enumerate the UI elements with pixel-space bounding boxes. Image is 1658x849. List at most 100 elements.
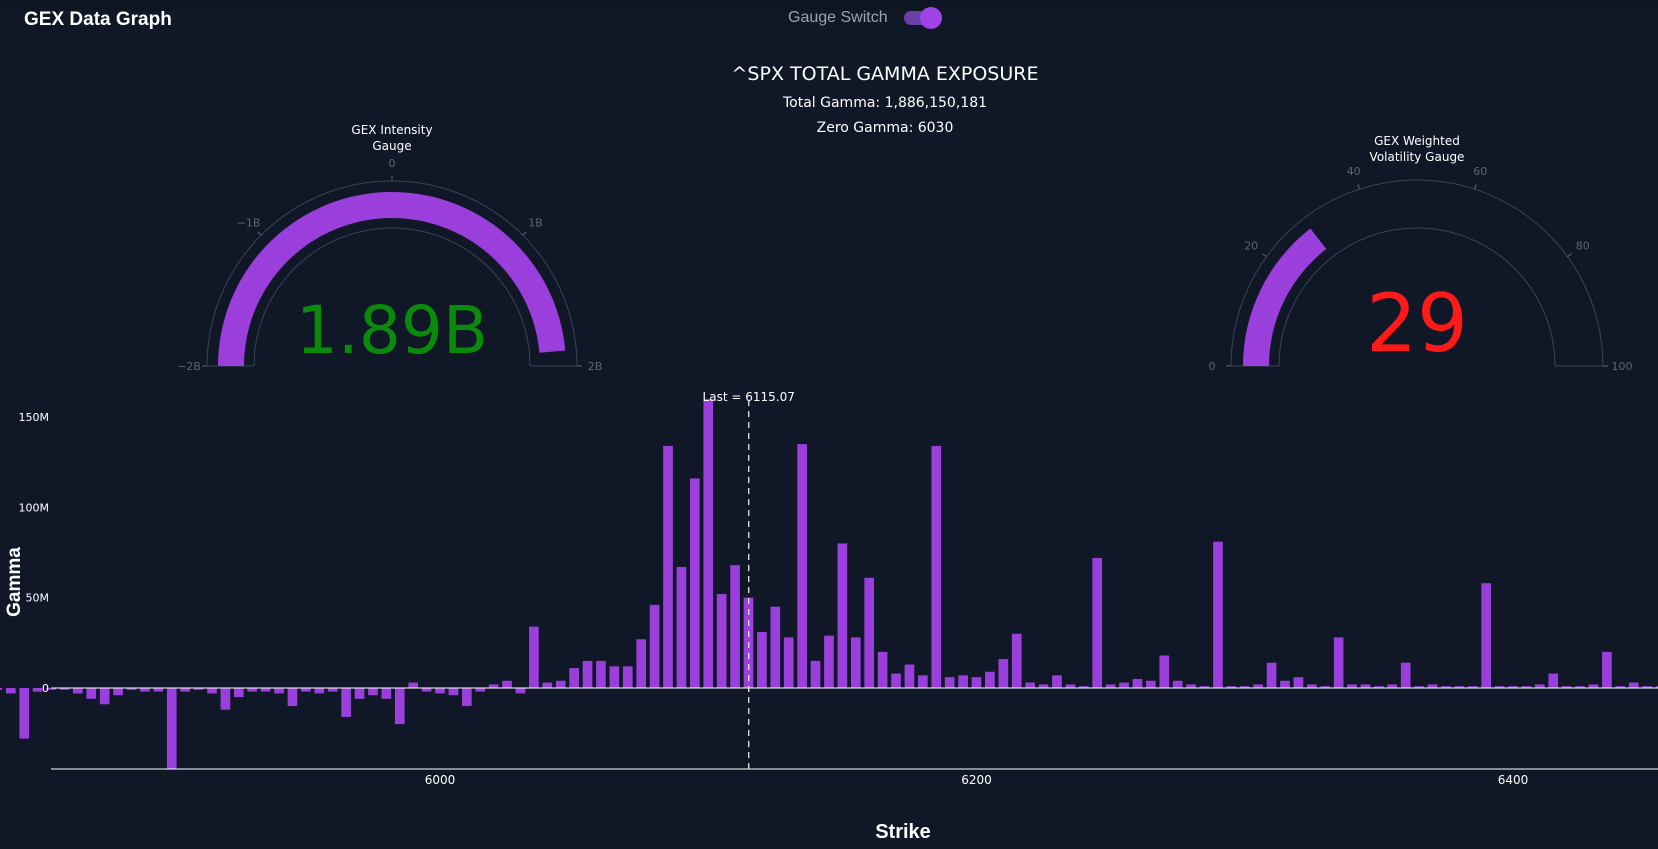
gamma-bar (569, 668, 579, 688)
gamma-bar (1414, 686, 1424, 688)
gamma-bar (971, 677, 982, 688)
gamma-bar (810, 660, 821, 688)
gamma-bar (1628, 682, 1639, 688)
gamma-bar (1548, 673, 1559, 688)
gamma-bar (1535, 684, 1545, 688)
gauge-value-bar (1243, 228, 1327, 366)
gauge-tick-label: 1B (528, 217, 543, 230)
gamma-bar (837, 543, 848, 688)
gauge-value: 1.89B (296, 292, 488, 369)
gamma-bar (1441, 686, 1451, 688)
gamma-bar (864, 577, 875, 688)
gamma-bar (1213, 541, 1223, 688)
gamma-bar (73, 688, 83, 694)
gamma-bar (327, 688, 338, 692)
total-gamma-text: Total Gamma: 1,886,150,181 (782, 95, 987, 111)
gamma-bar (1400, 662, 1411, 688)
zero-gamma-text: Zero Gamma: 6030 (817, 120, 954, 136)
app-title: GEX Data Graph (24, 9, 172, 30)
gamma-bar (233, 688, 244, 698)
gamma-bar (998, 659, 1009, 688)
gamma-bar (555, 680, 566, 688)
gamma-bar (274, 688, 284, 694)
gamma-bar (944, 677, 955, 688)
gauge-switch-toggle[interactable] (903, 7, 942, 29)
gauge-value: 29 (1366, 277, 1468, 370)
gamma-bar (649, 604, 660, 688)
gamma-bar (622, 666, 633, 688)
gamma-bar (877, 651, 888, 688)
gamma-bar (475, 688, 486, 692)
gamma-bar (448, 688, 459, 696)
gamma-bar (341, 688, 351, 717)
gamma-bar (207, 688, 217, 694)
gamma-bar (1065, 684, 1076, 688)
gamma-bar (703, 398, 714, 688)
y-axis-title: Gamma (4, 547, 25, 617)
gamma-bar (931, 445, 942, 688)
gauge-tick-label: −1B (237, 217, 261, 230)
gamma-bar (850, 637, 861, 688)
gamma-bar (5, 688, 16, 694)
gamma-bar (0, 688, 3, 690)
gamma-bar (918, 675, 928, 688)
top-bar (0, 0, 1658, 10)
gauge-inner-arc (253, 227, 531, 367)
gamma-bar (193, 688, 204, 690)
gamma-bar (394, 688, 405, 725)
gauge-tick (1474, 184, 1477, 190)
x-tick-label: 6400 (1498, 773, 1529, 787)
gamma-bar (99, 688, 110, 705)
y-tick-label: 100M (19, 501, 50, 514)
gauge-tick (522, 231, 527, 236)
gauge-switch-knob[interactable] (919, 7, 942, 29)
gamma-bar (220, 688, 231, 710)
gamma-bar (287, 688, 298, 707)
gamma-bar (1159, 655, 1170, 688)
gamma-bar (1105, 684, 1116, 688)
gamma-bar (636, 639, 647, 688)
gauge-outer-arc (1230, 179, 1604, 367)
gamma-bar (582, 660, 593, 688)
gamma-bar (1454, 686, 1465, 688)
gamma-bar (1561, 686, 1572, 688)
gamma-bar (1615, 686, 1626, 688)
gamma-bar (1172, 680, 1183, 688)
gamma-bar (421, 688, 432, 692)
gauge-value-bar (218, 191, 566, 366)
gauge-tick-label: 100 (1612, 360, 1633, 373)
gauge-tick (1262, 253, 1267, 258)
gamma-bar (1575, 686, 1585, 688)
gamma-bar (32, 688, 43, 692)
gamma-bar (301, 688, 311, 692)
y-tick-label: 0 (42, 682, 49, 695)
gamma-bar (1266, 662, 1277, 688)
gamma-bar (985, 671, 995, 688)
gamma-bar (542, 682, 553, 688)
x-tick-label: 6200 (961, 773, 992, 787)
gauge-switch[interactable]: Gauge Switch (788, 7, 942, 29)
gauge-tick-label: 80 (1576, 240, 1590, 253)
gamma-bar (260, 688, 271, 692)
gamma-bar (1320, 686, 1331, 688)
gamma-bar (381, 688, 392, 699)
gamma-bar (1427, 684, 1438, 688)
gamma-bar (1494, 686, 1505, 688)
gamma-bar (757, 631, 767, 688)
gamma-bar (113, 688, 123, 696)
gamma-bar (1333, 637, 1344, 688)
gamma-bar (529, 626, 539, 688)
gamma-bar (502, 680, 512, 688)
gamma-bar (1199, 686, 1210, 688)
gamma-bar (59, 688, 70, 690)
gamma-bar (1521, 686, 1532, 688)
gamma-bar (824, 635, 834, 688)
gamma-bar (609, 666, 620, 688)
gamma-bar (1119, 682, 1129, 688)
gamma-bar (770, 606, 781, 688)
gamma-bar (1038, 684, 1049, 688)
gamma-bar (1588, 684, 1599, 688)
gamma-bar (408, 682, 419, 688)
gamma-bar (126, 688, 137, 690)
